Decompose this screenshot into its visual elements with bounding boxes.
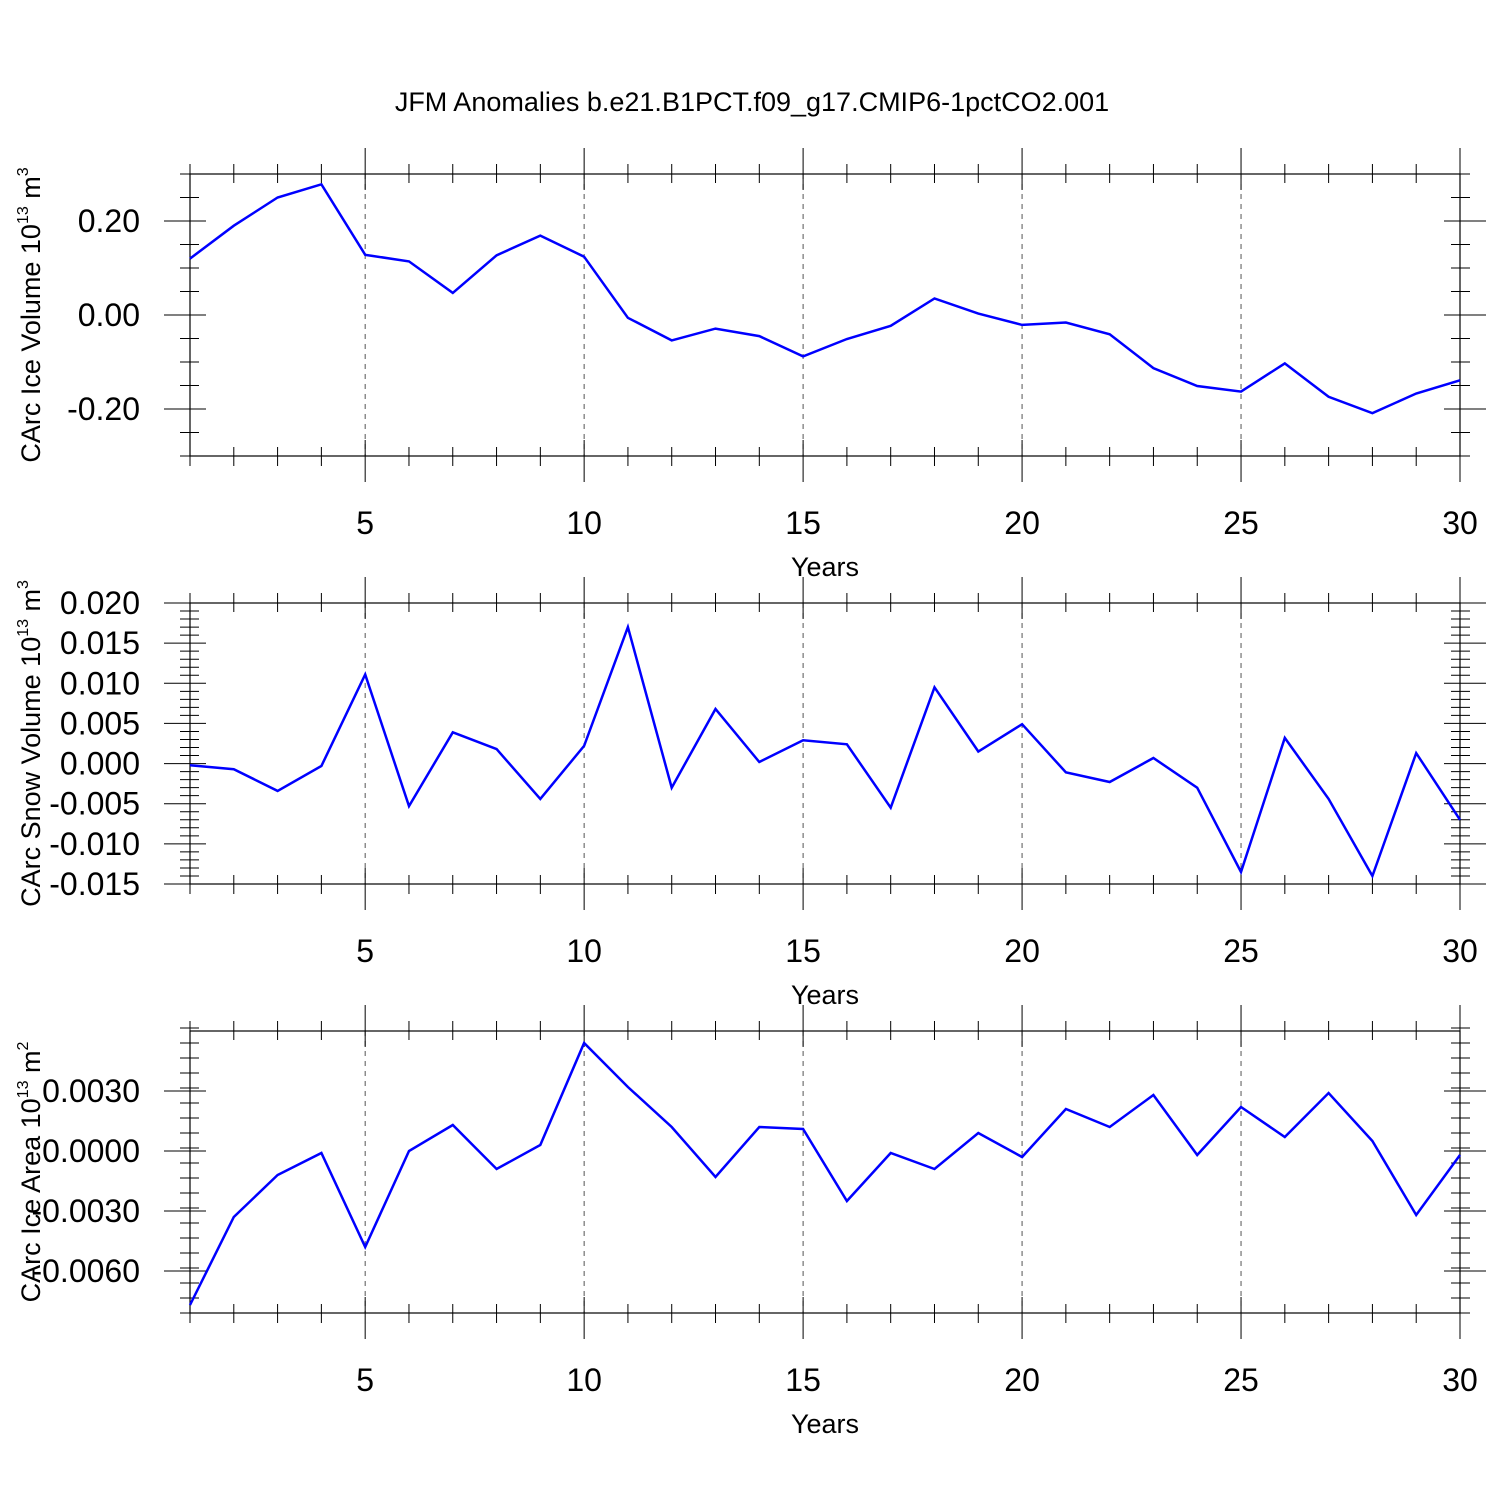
x-tick-label: 15 (785, 505, 821, 541)
y-tick-label: 0.00 (78, 297, 140, 333)
series-line (189, 623, 1462, 879)
x-tick-label: 30 (1442, 933, 1478, 969)
y-axis-label: CArc Ice Volume 1013 m3 (15, 167, 46, 462)
y-tick-label: 0.0000 (42, 1133, 140, 1169)
plot-frame (189, 602, 1461, 885)
x-tick-label: 20 (1004, 933, 1040, 969)
x-tick-label: 30 (1442, 1362, 1478, 1398)
x-tick-label: 20 (1004, 505, 1040, 541)
y-tick-label: 0.0030 (42, 1073, 140, 1109)
y-tick-label: -0.015 (49, 866, 140, 902)
panel-1: 5 10 15 20 25 30 0.20 0.00 -0.20 Years CArc Ice Vo… (15, 148, 1486, 582)
series-line (188, 1040, 1462, 1306)
y-tick-label: 0.020 (60, 585, 140, 621)
y-tick-label: 0.010 (60, 665, 140, 701)
x-tick-label: 20 (1004, 1362, 1040, 1398)
x-tick-label: 10 (566, 1362, 602, 1398)
x-tick-label: 25 (1223, 933, 1259, 969)
x-tick-label: 5 (356, 505, 374, 541)
x-tick-label: 25 (1223, 505, 1259, 541)
x-tick-label: 5 (356, 1362, 374, 1398)
x-tick-label: 5 (356, 933, 374, 969)
x-tick-label: 10 (566, 505, 602, 541)
y-tick-label: 0.015 (60, 625, 140, 661)
panel-3: 5 10 15 20 25 30 0.0030 0.0000 -0.0030 -0.0060 Yea… (15, 1005, 1486, 1439)
y-axis-label: CArc Ice Area 1013 m2 (15, 1042, 46, 1303)
y-tick-label: -0.005 (49, 786, 140, 822)
y-tick-label: -0.010 (49, 826, 140, 862)
x-axis-label: Years (791, 980, 859, 1010)
y-tick-label: 0.000 (60, 746, 140, 782)
x-tick-label: 10 (566, 933, 602, 969)
y-tick-label: -0.20 (67, 391, 140, 427)
x-tick-label: 15 (785, 933, 821, 969)
y-axis-label: CArc Snow Volume 1013 m3 (15, 580, 46, 907)
panels: 5 10 15 20 25 30 0.20 0.00 -0.20 Years CArc Ice Vo… (15, 148, 1486, 1439)
x-tick-label: 30 (1442, 505, 1478, 541)
x-tick-label: 25 (1223, 1362, 1259, 1398)
x-axis-label: Years (791, 552, 859, 582)
plot-frame (189, 1030, 1461, 1314)
y-tick-label: -0.0060 (31, 1253, 140, 1289)
chart-title: JFM Anomalies b.e21.B1PCT.f09_g17.CMIP6-… (395, 87, 1109, 117)
x-tick-label: 15 (785, 1362, 821, 1398)
x-axis-label: Years (791, 1409, 859, 1439)
series-line (189, 182, 1461, 415)
y-tick-label: 0.005 (60, 705, 140, 741)
panel-2: 5 10 15 20 25 30 0.020 0.015 0.010 0.005 0.000 -0.0… (15, 577, 1486, 1010)
plot-frame (189, 173, 1461, 457)
y-tick-label: -0.0030 (31, 1193, 140, 1229)
y-tick-label: 0.20 (78, 203, 140, 239)
